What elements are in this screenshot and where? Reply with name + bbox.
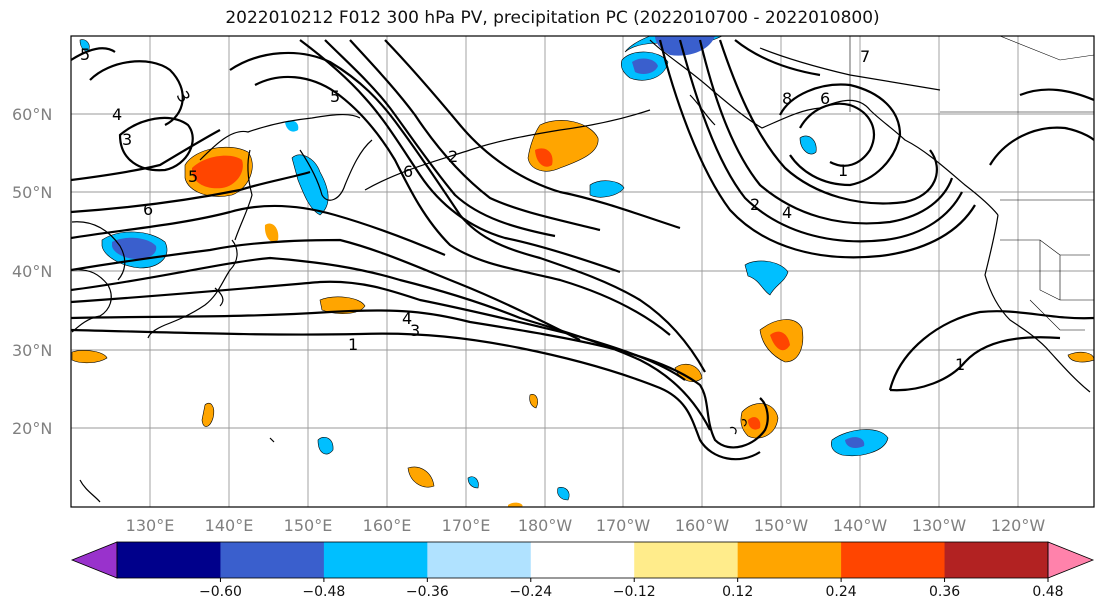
contour-label: 6 [143, 200, 153, 219]
precip-blob [264, 223, 279, 243]
precip-blob [192, 155, 243, 189]
contour-label: 5 [330, 87, 340, 106]
colorbar-tick-label: −0.12 [613, 584, 656, 600]
lat-tick-label: 60°N [12, 105, 52, 124]
lon-tick-label: 140°E [205, 516, 254, 535]
contour-label: 3 [410, 321, 420, 340]
precip-blob [407, 466, 435, 488]
lon-tick-label: 160°E [363, 516, 412, 535]
contour-label: 5 [80, 45, 90, 64]
lat-tick-label: 50°N [12, 183, 52, 202]
precip-blob [201, 402, 215, 427]
precip-blob [291, 154, 329, 216]
precip-blob [71, 350, 108, 364]
lat-tick-label: 40°N [12, 262, 52, 281]
pv-contours [71, 39, 1094, 461]
latitude-labels: 60°N 50°N 40°N 30°N 20°N [12, 105, 52, 438]
precip-blob [632, 58, 658, 74]
lon-tick-label: 130°W [912, 516, 967, 535]
colorbar-tick-label: −0.48 [302, 584, 345, 600]
colorbar-segment [634, 542, 739, 578]
lat-tick-label: 20°N [12, 419, 52, 438]
contour-label: 5 [188, 167, 198, 186]
colorbar: −0.60 −0.48 −0.36 −0.24 −0.12 0.12 0.24 0.36 0.4… [70, 541, 1095, 600]
colorbar-tick-label: −0.24 [509, 584, 552, 600]
contour-label: 8 [782, 89, 792, 108]
precip-blob [285, 120, 299, 132]
precip-blob [744, 260, 789, 296]
lon-tick-label: 140°W [833, 516, 888, 535]
contour-label: 6 [403, 162, 413, 181]
precip-blob [557, 487, 570, 501]
political-borders [849, 36, 1094, 331]
colorbar-tick-label: 0.24 [826, 584, 857, 600]
colorbar-extend-low [70, 541, 118, 579]
lon-tick-label: 160°W [675, 516, 730, 535]
contour-label: 4 [402, 309, 412, 328]
lon-tick-label: 170°E [442, 516, 491, 535]
contour-label: 1 [838, 161, 848, 180]
map-title: 2022010212 F012 300 hPa PV, precipitatio… [225, 8, 880, 28]
map-frame [70, 35, 1095, 508]
lon-tick-label: 130°E [126, 516, 175, 535]
colorbar-tick-label: 0.36 [929, 584, 960, 600]
lon-tick-label: 150°E [284, 516, 333, 535]
precip-blob [529, 394, 538, 409]
colorbar-segment [944, 542, 1049, 578]
precip-blob [1067, 351, 1094, 363]
contour-label: 1 [955, 355, 965, 374]
colorbar-tick-label: 0.48 [1032, 584, 1063, 600]
precip-blob [748, 417, 761, 430]
colorbar-extend-high [1047, 541, 1095, 579]
lon-tick-label: 120°W [991, 516, 1046, 535]
colorbar-segment [220, 542, 325, 578]
precip-blob [467, 476, 479, 489]
contour-label: 3 [122, 130, 132, 149]
lon-tick-label: 170°W [596, 516, 651, 535]
precip-blob [535, 148, 553, 167]
contour-label: 2 [750, 195, 760, 214]
lat-tick-label: 30°N [12, 341, 52, 360]
precip-blob [845, 437, 865, 448]
colorbar-segment [323, 542, 428, 578]
precip-blob [508, 502, 523, 507]
contour-label: 2 [448, 147, 458, 166]
colorbar-segment [427, 542, 532, 578]
map-area [71, 36, 1094, 507]
contour-label: 4 [782, 203, 792, 222]
colorbar-tick-label: 0.12 [722, 584, 753, 600]
colorbar-segment [841, 542, 946, 578]
precip-blob [770, 331, 790, 351]
colorbar-segment [737, 542, 842, 578]
precip-blob [589, 180, 625, 198]
contour-label: 4 [112, 105, 122, 124]
contour-label: 7 [860, 47, 870, 66]
longitude-labels: 130°E 140°E 150°E 160°E 170°E 180°W 170°… [126, 516, 1046, 535]
precip-blob [317, 437, 334, 455]
precip-blob [799, 135, 817, 155]
lon-tick-label: 150°W [754, 516, 809, 535]
contour-label: 1 [348, 335, 358, 354]
contour-label: 6 [820, 89, 830, 108]
colorbar-segment [530, 542, 635, 578]
lon-tick-label: 180°W [518, 516, 573, 535]
colorbar-tick-label: −0.36 [406, 584, 449, 600]
colorbar-segment [117, 542, 221, 578]
colorbar-outline [116, 541, 1049, 579]
colorbar-tick-label: −0.60 [199, 584, 242, 600]
